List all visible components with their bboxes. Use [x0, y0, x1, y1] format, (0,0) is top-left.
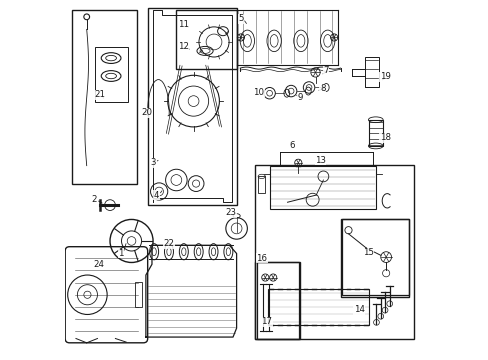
- Text: 23: 23: [225, 208, 236, 217]
- Text: 19: 19: [379, 72, 390, 81]
- Text: 9: 9: [297, 93, 303, 102]
- Text: 2: 2: [91, 195, 97, 204]
- Bar: [341, 220, 408, 296]
- Text: 8: 8: [319, 84, 325, 93]
- Text: 10: 10: [253, 87, 264, 96]
- Text: 17: 17: [261, 317, 272, 326]
- Circle shape: [83, 14, 89, 20]
- Text: 21: 21: [95, 90, 105, 99]
- Bar: [255, 165, 413, 338]
- Bar: [257, 262, 298, 338]
- Text: 13: 13: [314, 156, 325, 165]
- Bar: [176, 10, 236, 69]
- Bar: [368, 120, 383, 146]
- Text: 16: 16: [256, 254, 266, 263]
- Bar: [364, 57, 378, 87]
- Text: 24: 24: [94, 260, 104, 269]
- Text: 14: 14: [353, 305, 364, 314]
- Bar: [269, 166, 376, 210]
- Bar: [135, 282, 142, 307]
- Text: 20: 20: [141, 108, 152, 117]
- Bar: [94, 47, 128, 102]
- Bar: [258, 176, 265, 193]
- Bar: [147, 8, 236, 205]
- Text: 18: 18: [379, 133, 390, 142]
- Bar: [72, 10, 137, 184]
- Text: 22: 22: [163, 239, 174, 248]
- Text: 6: 6: [289, 141, 295, 150]
- Text: 11: 11: [178, 19, 189, 28]
- Bar: [340, 219, 408, 297]
- Text: 5: 5: [238, 14, 243, 23]
- Text: 7: 7: [323, 66, 328, 75]
- Text: 3: 3: [150, 158, 156, 167]
- Text: 15: 15: [362, 248, 373, 257]
- Text: 1: 1: [118, 249, 123, 258]
- Bar: [267, 289, 368, 325]
- Bar: [255, 262, 300, 338]
- Text: 4: 4: [154, 190, 159, 199]
- Text: 12: 12: [178, 42, 189, 51]
